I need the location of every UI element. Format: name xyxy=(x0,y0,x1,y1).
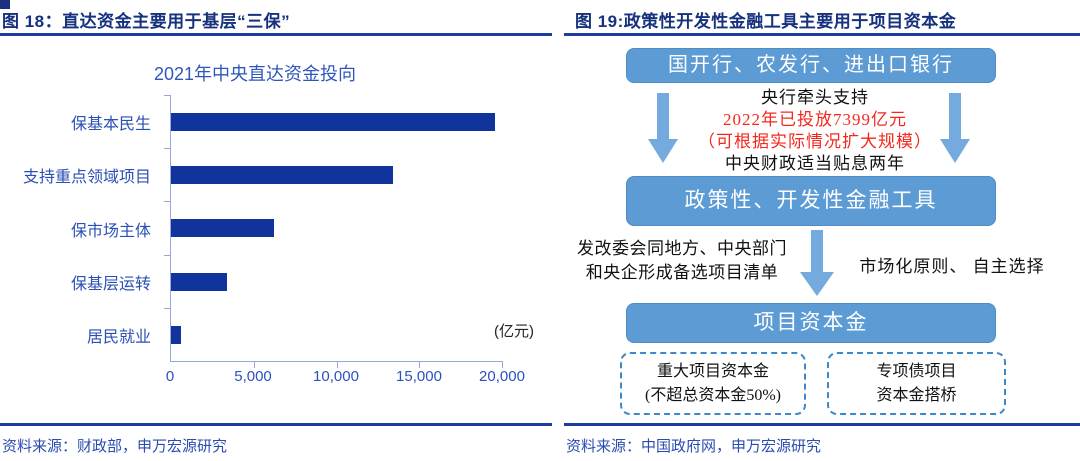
x-axis-tick xyxy=(253,361,255,368)
category-label: 保基本民生 xyxy=(70,115,151,133)
down-arrow-icon xyxy=(940,93,970,163)
annotation-line: 央行牵头支持 xyxy=(761,88,869,107)
x-tick-label: 20,000 xyxy=(479,368,525,385)
category-label: 保基层运转 xyxy=(70,275,151,293)
figure-19-source-row: 资料来源：中国政府网，申万宏源研究 xyxy=(564,423,1080,456)
plot-area xyxy=(164,95,503,368)
figure-18-header: 图 18：直达资金主要用于基层“三保” xyxy=(0,0,552,36)
category-axis-labels: 保基本民生 支持重点领域项目 保市场主体 保基层运转 居民就业 xyxy=(0,95,160,362)
annotation-line-highlight: （可根据实际情况扩大规模） xyxy=(698,132,932,151)
dashed-box-special-bonds: 专项债项目 资本金搭桥 xyxy=(827,352,1006,415)
bar xyxy=(171,272,228,291)
flow-note-right: 市场化原则、 自主选择 xyxy=(859,257,1045,276)
note-line: 和央企形成备选项目清单 xyxy=(585,263,779,282)
bar xyxy=(171,326,181,345)
x-axis-labels: 0 5,000 10,000 15,000 20,000 xyxy=(166,368,525,388)
bar-row xyxy=(171,309,502,362)
note-line: 发改委会同地方、中央部门 xyxy=(577,239,787,258)
category-label: 保市场主体 xyxy=(70,222,151,240)
x-axis-tick xyxy=(336,361,338,368)
bar-row xyxy=(171,255,502,308)
y-axis-tick xyxy=(164,201,171,203)
down-arrow-icon xyxy=(648,93,678,163)
figure-18-title: 图 18：直达资金主要用于基层“三保” xyxy=(2,12,291,31)
flow-box-capital: 项目资本金 xyxy=(626,303,996,343)
bar xyxy=(171,112,496,131)
dashed-box-line: 专项债项目 xyxy=(876,363,957,380)
figure-19-title: 图 19:政策性开发性金融工具主要用于项目资本金 xyxy=(575,12,957,31)
x-axis-tick xyxy=(502,361,503,368)
bar xyxy=(171,165,393,184)
flow-note-left: 发改委会同地方、中央部门 和央企形成备选项目清单 xyxy=(566,237,798,285)
flow-annotation: 央行牵头支持 2022年已投放7399亿元 （可根据实际情况扩大规模） 中央财政… xyxy=(665,87,965,175)
figure-19-header: 图 19:政策性开发性金融工具主要用于项目资本金 xyxy=(564,0,1080,36)
figure-19-source: 资料来源：中国政府网，申万宏源研究 xyxy=(566,438,822,455)
figure-18-panel: 图 18：直达资金主要用于基层“三保” 2021年中央直达资金投向 保基本民生 … xyxy=(0,0,552,456)
dashed-box-line: (不超总资本金50%) xyxy=(645,387,781,404)
flow-box-banks: 国开行、农发行、进出口银行 xyxy=(626,48,996,83)
corner-decoration xyxy=(0,0,10,9)
x-tick-label: 15,000 xyxy=(396,368,442,385)
down-arrow-icon xyxy=(800,230,834,296)
unit-label: (亿元) xyxy=(494,323,534,340)
figure-19-panel: 图 19:政策性开发性金融工具主要用于项目资本金 国开行、农发行、进出口银行 央… xyxy=(564,0,1080,461)
bar xyxy=(171,219,274,238)
dashed-box-line: 资本金搭桥 xyxy=(876,387,957,404)
flow-box-instruments: 政策性、开发性金融工具 xyxy=(626,176,996,226)
y-axis-tick xyxy=(164,95,171,96)
annotation-line-highlight: 2022年已投放7399亿元 xyxy=(723,110,907,129)
x-tick-label: 5,000 xyxy=(234,368,272,385)
y-axis-tick xyxy=(164,148,171,150)
x-axis-tick xyxy=(419,361,421,368)
bar-row xyxy=(171,95,502,148)
x-tick-label: 0 xyxy=(165,368,175,385)
dashed-box-line: 重大项目资本金 xyxy=(656,363,769,380)
y-axis-tick xyxy=(164,254,171,256)
annotation-line: 中央财政适当贴息两年 xyxy=(725,154,905,173)
bar-row xyxy=(171,202,502,255)
y-axis-tick xyxy=(164,307,171,309)
x-tick-label: 10,000 xyxy=(313,368,359,385)
figure-18-source-row: 资料来源：财政部，申万宏源研究 xyxy=(0,423,552,456)
dashed-box-major-projects: 重大项目资本金 (不超总资本金50%) xyxy=(620,352,806,415)
category-label: 支持重点领域项目 xyxy=(22,169,151,187)
chart-title: 2021年中央直达资金投向 xyxy=(153,64,357,84)
bar-row xyxy=(171,148,502,201)
figure-18-source: 资料来源：财政部，申万宏源研究 xyxy=(2,438,228,455)
category-label: 居民就业 xyxy=(86,329,151,347)
